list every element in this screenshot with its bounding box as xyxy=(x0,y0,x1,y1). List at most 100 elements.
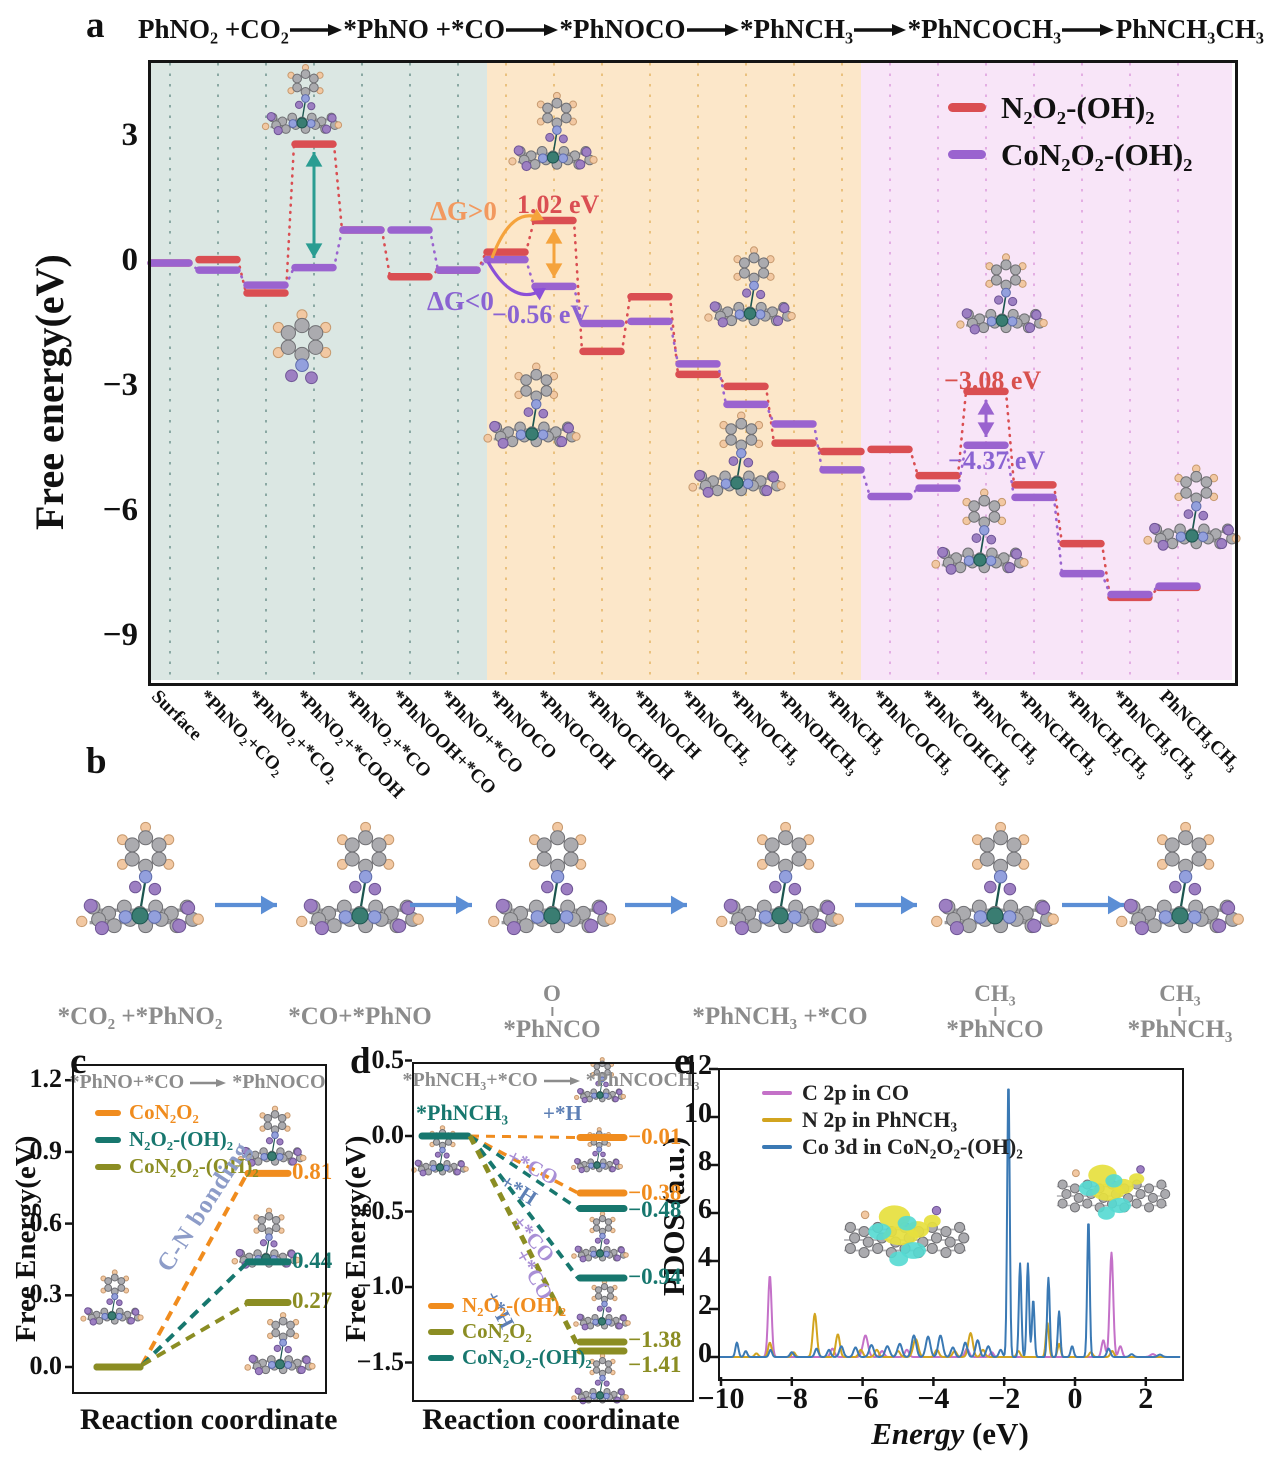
atom-ball xyxy=(181,901,196,915)
atom-ball xyxy=(1040,911,1056,927)
bond xyxy=(131,836,147,846)
atom-ball xyxy=(1203,834,1215,846)
atom-ball xyxy=(163,858,175,870)
atom-ball xyxy=(603,1388,611,1396)
right-arrow-icon xyxy=(686,23,739,36)
atom-ball xyxy=(949,921,964,936)
bond xyxy=(261,1227,270,1233)
atom-ball xyxy=(271,1223,281,1233)
bond xyxy=(778,878,787,913)
atom-ball xyxy=(993,918,1009,934)
atom-ball xyxy=(591,1314,599,1322)
y-axis-tick-label: 0.0 xyxy=(371,1120,405,1149)
atom-ball xyxy=(591,1092,598,1099)
atom-ball xyxy=(1036,901,1051,915)
atom-ball xyxy=(1106,1179,1118,1190)
atom-ball xyxy=(267,1318,274,1326)
atom-ball xyxy=(603,1238,610,1245)
molecule-ring-inset xyxy=(971,821,1030,896)
atom-ball xyxy=(429,1141,435,1148)
legend-row: CoN₂O₂-(OH)₂ xyxy=(95,1154,259,1179)
atom-ball xyxy=(780,821,792,833)
atom-ball xyxy=(110,1273,119,1282)
atom-ball xyxy=(977,911,993,927)
bond xyxy=(442,1132,449,1137)
atom-ball xyxy=(599,1211,606,1217)
bond xyxy=(1000,836,1015,846)
atom-ball xyxy=(821,901,836,915)
bond xyxy=(265,1238,270,1257)
atom-ball xyxy=(1156,1179,1167,1190)
isosurface-cyan-lobe xyxy=(1078,1180,1100,1196)
atom-ball xyxy=(940,899,956,915)
panel-e-label: e xyxy=(674,1041,691,1082)
atom-ball xyxy=(436,1162,444,1171)
molecule-slab-inset xyxy=(571,1245,629,1263)
atom-ball xyxy=(571,1164,577,1170)
y-axis-tick-label: 0.6 xyxy=(29,1207,63,1237)
atom-ball xyxy=(606,1132,612,1138)
legend-label: N₂O₂-(OH)₂ xyxy=(129,1127,234,1151)
atom-ball xyxy=(286,1328,295,1338)
bond xyxy=(261,1215,270,1221)
x-axis-tick-label: −2 xyxy=(988,1382,1021,1415)
atom-ball xyxy=(606,1292,615,1300)
atom-ball xyxy=(596,1305,603,1312)
atom-ball xyxy=(574,1245,582,1253)
atom-ball xyxy=(614,1163,622,1170)
atom-ball xyxy=(116,858,128,870)
bond xyxy=(436,1141,443,1146)
atom-ball xyxy=(625,1320,631,1326)
atom-ball xyxy=(429,1160,437,1168)
bond xyxy=(442,1141,449,1146)
molecule-ring-inset xyxy=(1156,821,1215,896)
x-axis-label-italic: Energy xyxy=(871,1416,965,1451)
atom-ball xyxy=(987,905,1003,921)
atom-ball xyxy=(336,899,352,915)
panel-c-title-from: *PhNO+*CO xyxy=(69,1071,185,1093)
atom-ball xyxy=(92,1310,101,1319)
annotation-purple_val2: −4.37 eV xyxy=(948,446,1046,475)
atom-ball xyxy=(617,1246,625,1254)
atom-ball xyxy=(115,1299,123,1307)
atom-ball xyxy=(265,1207,273,1214)
annotation-dg_pos: ΔG>0 xyxy=(430,196,497,226)
legend-swatch xyxy=(428,1302,454,1309)
isosurface-yellow-lobe xyxy=(906,1221,930,1238)
atom-ball xyxy=(336,834,348,846)
atom-ball xyxy=(574,1158,582,1165)
atom-ball xyxy=(589,1388,597,1396)
isosurface-yellow-lobe xyxy=(1129,1173,1145,1185)
atom-ball xyxy=(599,1057,605,1063)
atom-ball xyxy=(609,1062,615,1068)
atom-ball xyxy=(1123,1192,1134,1203)
atom-ball xyxy=(129,880,142,894)
legend-swatch xyxy=(762,1091,792,1095)
atom-ball xyxy=(971,834,983,846)
atom-ball xyxy=(87,1313,96,1322)
legend-label: C 2p in CO xyxy=(802,1080,909,1105)
atom-ball xyxy=(244,1252,254,1262)
atom-ball xyxy=(265,1233,273,1242)
atom-ball xyxy=(271,1105,279,1112)
atom-ball xyxy=(613,1158,620,1166)
atom-ball xyxy=(543,907,561,925)
atom-ball xyxy=(1178,858,1194,874)
atom-ball xyxy=(597,1317,607,1326)
atom-ball xyxy=(849,1232,861,1244)
y-axis-tick-label: 0.9 xyxy=(29,1135,63,1165)
barrier-dashed-line xyxy=(140,1262,248,1367)
atom-ball xyxy=(1203,905,1219,921)
label-substituent: CH₃ xyxy=(974,981,1016,1006)
right-arrow-icon xyxy=(543,1077,580,1085)
atom-ball xyxy=(599,1353,606,1359)
y-axis-tick-label: −6 xyxy=(102,492,138,529)
atom-ball xyxy=(258,1358,267,1368)
atom-ball xyxy=(606,1286,615,1294)
atom-ball xyxy=(1203,858,1215,870)
atom-ball xyxy=(619,1251,628,1259)
atom-ball xyxy=(756,899,772,915)
atom-ball xyxy=(596,1091,604,1099)
atom-ball xyxy=(844,1221,856,1233)
